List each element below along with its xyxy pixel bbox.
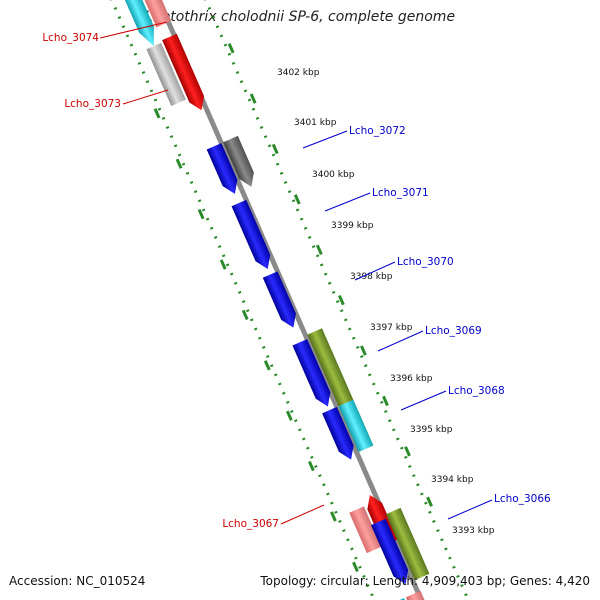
gene-cyan-top[interactable] [117, 0, 162, 49]
right-guide-ticks [227, 43, 433, 507]
gene-lcho-3073[interactable] [146, 42, 186, 107]
callout-line [400, 390, 447, 411]
left-gene-labels: Lcho_3074 Lcho_3073 Lcho_3067 [42, 21, 325, 530]
gene-label-lcho-3073[interactable]: Lcho_3073 [64, 98, 121, 110]
tick-label: 3397 kbp [370, 323, 413, 333]
gene-track [117, 0, 433, 600]
gene-label-lcho-3067[interactable]: Lcho_3067 [222, 518, 279, 530]
callout-line [302, 130, 348, 149]
gene-label-lcho-3070[interactable]: Lcho_3070 [397, 256, 454, 268]
gene-label-lcho-3069[interactable]: Lcho_3069 [425, 325, 482, 337]
accession-text: Accession: NC_010524 [9, 574, 146, 588]
callout-line [377, 330, 424, 352]
gene-label-lcho-3066[interactable]: Lcho_3066 [494, 493, 551, 505]
gene-lcho-3072[interactable] [223, 135, 259, 190]
gene-label-lcho-3072[interactable]: Lcho_3072 [349, 125, 406, 137]
gene-lcho-3066[interactable] [371, 518, 413, 588]
gene-lcho-3069[interactable] [292, 339, 335, 410]
gene-lcho-3074[interactable] [134, 0, 172, 28]
callout-line [324, 192, 371, 212]
callout-line [122, 89, 169, 105]
tick-label: 3402 kbp [277, 68, 320, 78]
tick-label: 3393 kbp [452, 526, 495, 536]
gene-olive-2[interactable] [385, 507, 430, 581]
tick-label: 3399 kbp [331, 221, 374, 231]
gene-label-lcho-3074[interactable]: Lcho_3074 [42, 32, 99, 44]
gene-lcho-3071[interactable] [231, 199, 276, 272]
gene-lcho-3070[interactable] [262, 271, 301, 331]
callout-line [99, 21, 168, 39]
tick-label: 3395 kbp [410, 425, 453, 435]
tick-label: 3398 kbp [350, 272, 393, 282]
right-gene-labels: Lcho_3072 Lcho_3071 Lcho_3070 Lcho_3069 … [302, 125, 551, 520]
gene-blue-1[interactable] [206, 143, 243, 197]
map-title: Leptothrix cholodnii SP-6, complete geno… [144, 9, 456, 25]
tick-label: 3401 kbp [294, 118, 337, 128]
tick-label: 3394 kbp [431, 475, 474, 485]
gene-red-upper[interactable] [162, 33, 209, 114]
callout-line [354, 261, 396, 281]
gene-lcho-3068[interactable] [322, 406, 358, 463]
callout-line [280, 504, 325, 525]
tick-label: 3396 kbp [390, 374, 433, 384]
guide-line-right [204, 0, 470, 600]
gene-pink-bottom[interactable] [405, 590, 429, 600]
gene-cyan-mid[interactable] [338, 399, 374, 452]
gene-label-lcho-3071[interactable]: Lcho_3071 [372, 187, 429, 199]
left-guide-ticks [153, 108, 359, 573]
tick-label: 3400 kbp [312, 170, 355, 180]
gene-lcho-3067[interactable] [349, 506, 382, 554]
kbp-tick-labels: 3402 kbp 3401 kbp 3400 kbp 3399 kbp 3398… [277, 68, 495, 536]
callout-line [447, 499, 493, 520]
gene-label-lcho-3068[interactable]: Lcho_3068 [448, 385, 505, 397]
genome-summary-text: Topology: circular; Length: 4,909,403 bp… [260, 574, 590, 588]
